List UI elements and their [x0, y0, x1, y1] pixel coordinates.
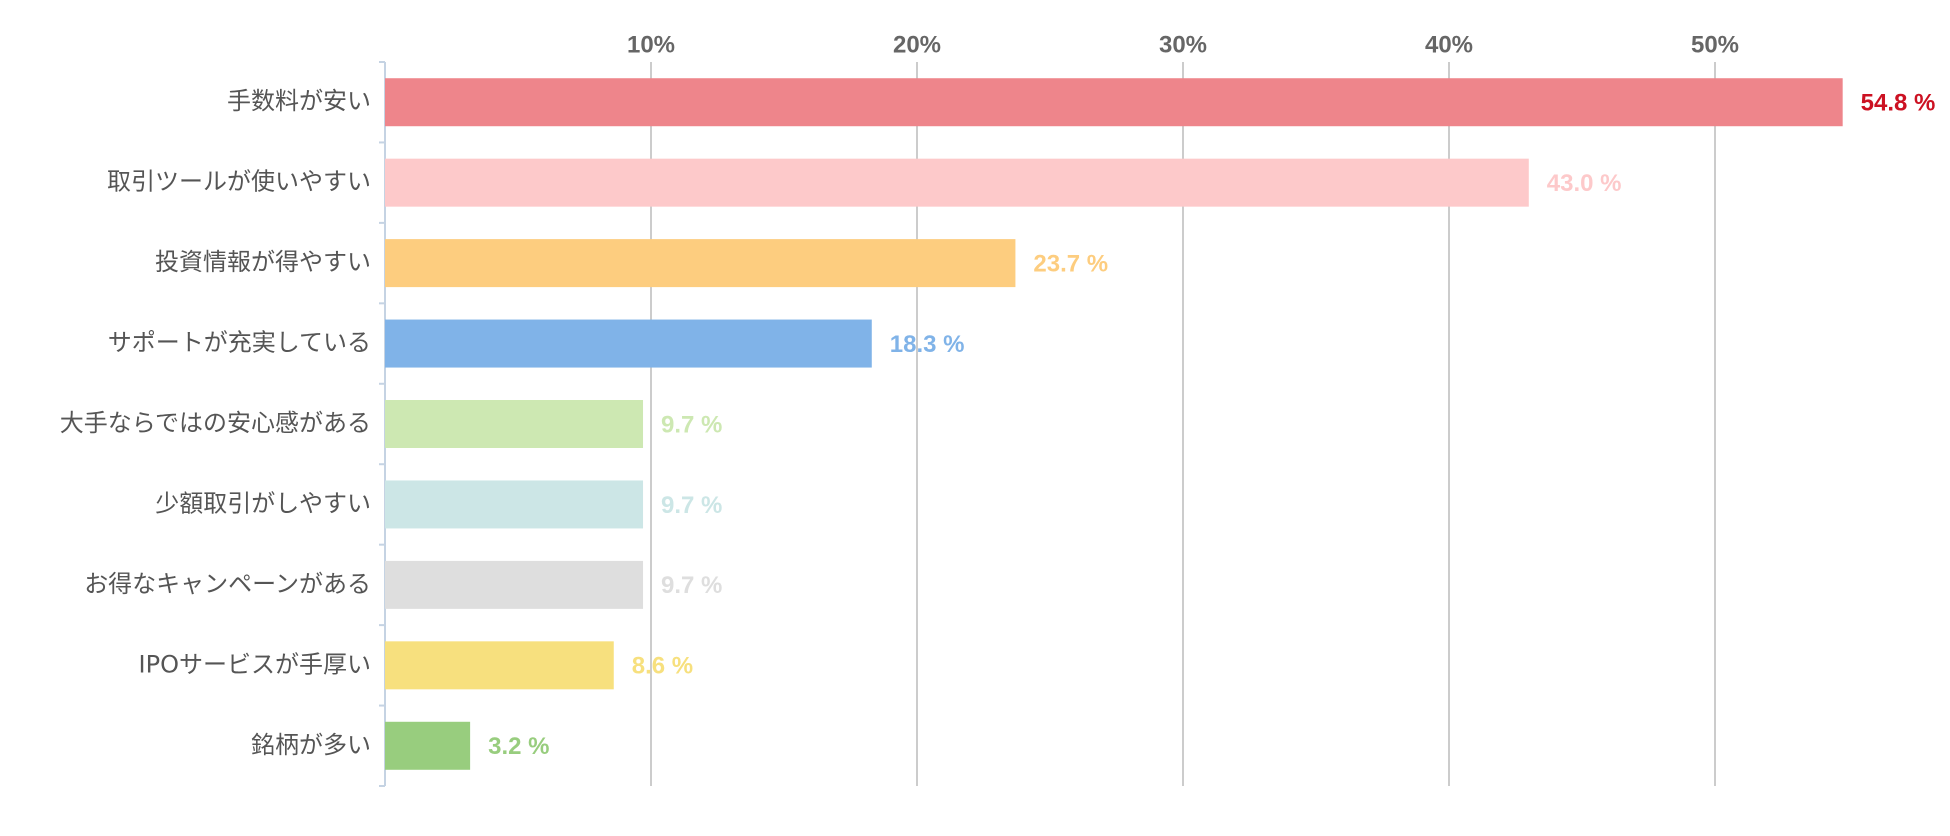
- value-label: 54.8 %: [1861, 90, 1936, 117]
- value-label: 9.7 %: [661, 411, 722, 438]
- bar: [385, 400, 644, 448]
- y-tick-label: 大手ならではの安心感がある: [60, 409, 371, 437]
- value-label: 43.0 %: [1547, 170, 1622, 197]
- y-tick-label: 取引ツールが使いやすい: [107, 168, 371, 196]
- y-tick-label: お得なキャンペーンがある: [84, 570, 371, 598]
- bar: [385, 721, 471, 770]
- y-tick-label: サポートが充実している: [108, 329, 371, 357]
- value-label: 18.3 %: [890, 331, 965, 358]
- value-label: 9.7 %: [661, 492, 722, 519]
- x-tick-label: 10%: [627, 31, 675, 58]
- bar: [385, 158, 1529, 207]
- value-label: 9.7 %: [661, 572, 722, 599]
- bar: [385, 480, 644, 529]
- value-label: 3.2 %: [488, 733, 549, 760]
- bar: [385, 641, 614, 690]
- bar: [385, 560, 644, 609]
- x-tick-label: 50%: [1691, 31, 1739, 58]
- y-tick-label: IPOサービスが手厚い: [139, 650, 371, 678]
- value-label: 23.7 %: [1033, 250, 1108, 277]
- y-tick-label: 銘柄が多い: [251, 731, 371, 759]
- y-tick-label: 少額取引がしやすい: [155, 489, 371, 517]
- x-tick-label: 20%: [893, 31, 941, 58]
- y-tick-label: 投資情報が得やすい: [155, 248, 371, 276]
- value-label: 8.6 %: [632, 653, 693, 680]
- x-tick-label: 30%: [1159, 31, 1207, 58]
- bar: [385, 319, 872, 368]
- bar: [385, 239, 1016, 288]
- bar: [385, 78, 1843, 127]
- x-tick-label: 40%: [1425, 31, 1473, 58]
- y-tick-label: 手数料が安い: [227, 87, 371, 115]
